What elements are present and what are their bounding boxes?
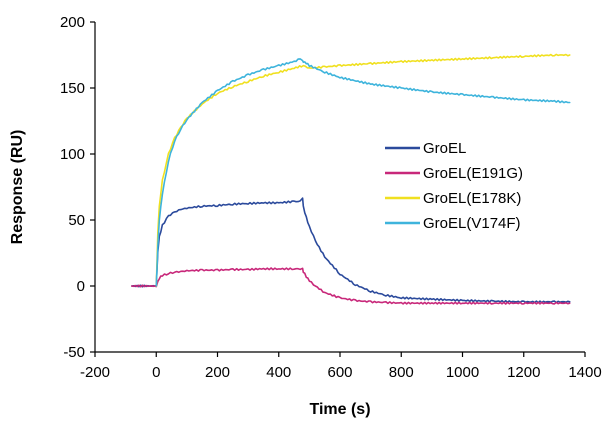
legend: GroEL GroEL(E191G) GroEL(E178K) GroEL(V174F… (385, 140, 523, 232)
x-tick-label: 600 (327, 364, 352, 381)
legend-label: GroEL(E191G) (423, 165, 523, 182)
series-layer (131, 53, 571, 305)
y-tick-label: -50 (63, 344, 85, 361)
series-line-3 (155, 53, 571, 287)
x-tick-label: 1000 (446, 364, 479, 381)
series-line-1 (131, 197, 571, 304)
y-tick-label: 0 (77, 278, 85, 295)
y-tick-label: 100 (60, 146, 85, 163)
axes: -50 0 50 100 150 200 -200 0 200 400 600 800 1000 1200… (60, 14, 602, 381)
legend-label: GroEL (423, 140, 466, 157)
y-tick-label: 150 (60, 80, 85, 97)
x-tick-label: 1400 (568, 364, 601, 381)
x-tick-label: 800 (389, 364, 414, 381)
x-axis-title: Time (s) (309, 401, 370, 418)
y-tick-label: 50 (68, 212, 85, 229)
x-tick-label: 1200 (507, 364, 540, 381)
series-line-2 (131, 267, 571, 305)
y-axis-title: Response (RU) (9, 130, 26, 245)
y-tick-label: 200 (60, 14, 85, 31)
legend-label: GroEL(V174F) (423, 215, 521, 232)
x-tick-label: 400 (266, 364, 291, 381)
x-tick-label: 200 (205, 364, 230, 381)
legend-label: GroEL(E178K) (423, 190, 521, 207)
series-line-4 (155, 58, 571, 287)
x-tick-label: -200 (80, 364, 110, 381)
x-tick-label: 0 (152, 364, 160, 381)
